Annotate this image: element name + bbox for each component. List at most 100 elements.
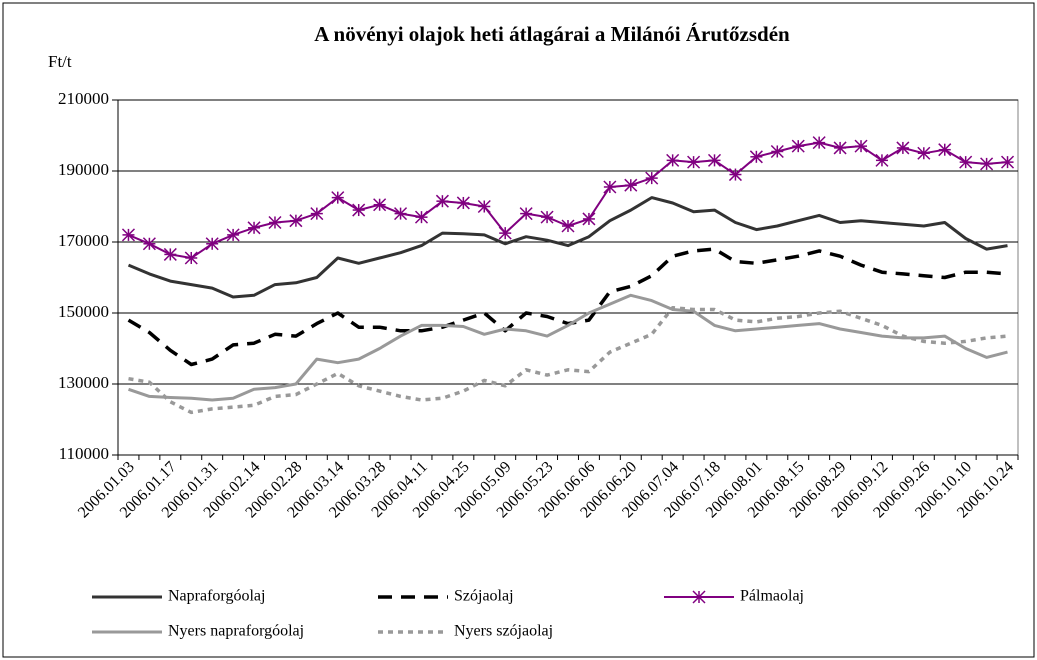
marker-stroke: [331, 191, 345, 205]
point-marker: [310, 207, 324, 221]
series: [128, 293, 1008, 402]
marker-stroke: [917, 146, 931, 160]
marker-stroke: [477, 199, 491, 214]
point-marker: [163, 247, 177, 261]
point-marker: [666, 153, 680, 167]
series-line: [127, 196, 1008, 299]
point-marker: [692, 590, 706, 604]
marker-stroke: [980, 157, 994, 171]
point-marker: [561, 219, 575, 233]
point-marker: [917, 146, 931, 160]
point-marker: [498, 226, 512, 240]
legend-label: Szójaolaj: [454, 588, 514, 605]
point-marker: [184, 251, 198, 265]
y-axis-label: Ft/t: [48, 52, 72, 71]
point-marker: [749, 150, 763, 164]
point-marker: [121, 228, 135, 242]
y-tick-label: 110000: [59, 444, 109, 463]
marker-stroke: [728, 168, 742, 182]
point-marker: [875, 153, 889, 167]
legend-label: Nyers napraforgóolaj: [168, 623, 304, 640]
marker-stroke: [896, 141, 910, 155]
point-marker: [707, 153, 722, 167]
marker-stroke: [142, 237, 156, 251]
point-marker: [582, 212, 596, 226]
point-marker: [477, 199, 491, 214]
point-marker: [352, 203, 366, 217]
point-marker: [833, 141, 847, 155]
marker-stroke: [645, 171, 659, 185]
point-marker: [603, 180, 617, 194]
series: [128, 305, 1008, 415]
marker-stroke: [561, 219, 575, 233]
marker-stroke: [687, 155, 701, 169]
marker-stroke: [707, 153, 722, 167]
point-marker: [226, 228, 240, 242]
point-marker: [519, 207, 533, 221]
marker-stroke: [414, 210, 429, 224]
marker-stroke: [749, 150, 763, 164]
point-marker: [687, 155, 701, 169]
y-tick-label: 190000: [58, 160, 109, 179]
marker-stroke: [1001, 155, 1015, 169]
marker-stroke: [163, 247, 177, 261]
series: [127, 196, 1008, 299]
marker-stroke: [310, 207, 324, 221]
marker-stroke: [184, 251, 198, 265]
legend-label: Nyers szójaolaj: [454, 623, 553, 640]
series: [121, 136, 1015, 265]
marker-stroke: [498, 226, 512, 240]
marker-stroke: [812, 136, 826, 150]
point-marker: [373, 198, 387, 212]
point-marker: [791, 139, 805, 153]
point-marker: [896, 141, 910, 155]
point-marker: [414, 210, 429, 224]
point-marker: [854, 139, 868, 153]
marker-stroke: [435, 194, 449, 208]
point-marker: [540, 210, 554, 224]
marker-stroke: [938, 143, 952, 157]
point-marker: [770, 144, 784, 159]
marker-stroke: [205, 237, 219, 251]
y-tick-label: 210000: [58, 89, 109, 108]
y-tick-label: 170000: [58, 231, 109, 250]
series-line: [128, 305, 1008, 415]
marker-stroke: [456, 196, 470, 210]
y-tick-label: 150000: [58, 302, 109, 321]
point-marker: [938, 143, 952, 157]
point-marker: [959, 155, 973, 169]
point-marker: [980, 157, 994, 171]
point-marker: [624, 178, 638, 192]
point-marker: [435, 194, 449, 208]
point-marker: [812, 136, 826, 150]
point-marker: [394, 207, 408, 221]
marker-stroke: [289, 214, 303, 228]
marker-stroke: [582, 212, 596, 226]
marker-stroke: [770, 144, 784, 159]
series: [127, 247, 1008, 367]
point-marker: [456, 196, 470, 210]
marker-stroke: [624, 178, 638, 192]
marker-stroke: [959, 155, 973, 169]
marker-stroke: [247, 221, 261, 235]
point-marker: [142, 237, 156, 251]
marker-stroke: [603, 180, 617, 194]
marker-stroke: [791, 139, 805, 153]
marker-stroke: [226, 228, 240, 242]
point-marker: [268, 215, 282, 230]
marker-stroke: [394, 207, 408, 221]
point-marker: [645, 171, 659, 185]
legend-label: Pálmaolaj: [740, 588, 804, 605]
point-marker: [728, 168, 742, 182]
marker-stroke: [692, 590, 706, 604]
series-line: [127, 247, 1008, 367]
marker-stroke: [833, 141, 847, 155]
marker-stroke: [875, 153, 889, 167]
point-marker: [331, 191, 345, 205]
y-tick-label: 130000: [58, 373, 109, 392]
marker-stroke: [540, 210, 554, 224]
series-line: [128, 293, 1008, 402]
point-marker: [289, 214, 303, 228]
